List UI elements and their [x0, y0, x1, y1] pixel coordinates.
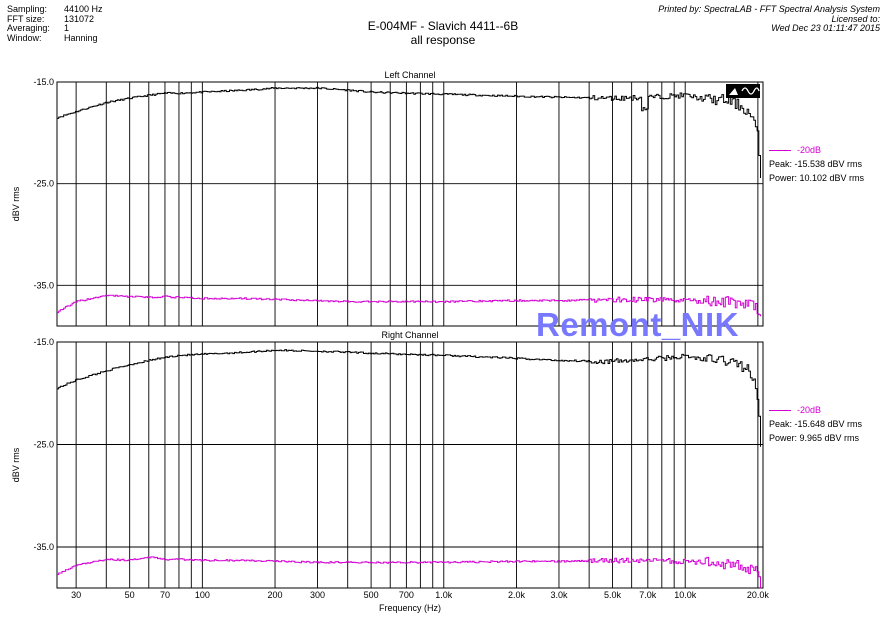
- licensed-to: Licensed to:: [831, 13, 880, 24]
- plot-frame: [56, 341, 764, 589]
- y-tick-label: -15.0: [33, 77, 54, 87]
- legend-label: -20dB: [797, 145, 822, 155]
- response-curve: [57, 349, 761, 447]
- x-tick-label: 500: [364, 590, 379, 600]
- left-channel-stats: -20dB Peak: -15.538 dBV rms Power: 10.10…: [769, 143, 864, 185]
- watermark: Remont_NIK: [536, 306, 740, 343]
- sampling-label: Sampling:: [7, 4, 48, 14]
- waveform-icon: [729, 87, 760, 95]
- x-tick-label: 1.0k: [435, 590, 453, 600]
- legend-swatch: [769, 149, 791, 151]
- measurement-settings: Sampling: 44100 Hz FFT size: 131072 Averag…: [7, 4, 103, 43]
- x-axis-label: Frequency (Hz): [379, 603, 441, 613]
- x-tick-label: 50: [125, 590, 135, 600]
- window-label: Window:: [7, 32, 42, 43]
- plot-frame: [56, 81, 764, 327]
- x-tick-label: 10.0k: [674, 590, 697, 600]
- reference-curve: [57, 556, 761, 589]
- peak-readout: Peak: -15.648 dBV rms: [769, 419, 863, 429]
- peak-readout: Peak: -15.538 dBV rms: [769, 159, 863, 169]
- fft-size-label: FFT size:: [7, 13, 45, 24]
- panel-title: Left Channel: [384, 70, 435, 80]
- averaging-label: Averaging:: [7, 23, 50, 34]
- chart-title-block: E-004MF - Slavich 4411--6B all response: [343, 19, 543, 47]
- sampling-value: 44100 Hz: [64, 4, 103, 14]
- x-tick-label: 700: [399, 590, 414, 600]
- chart-title: E-004MF - Slavich 4411--6B: [367, 19, 519, 33]
- legend-item: -20dB: [769, 143, 864, 157]
- averaging-value: 1: [64, 23, 70, 34]
- print-info: Printed by: SpectraLAB - FFT Spectral An…: [658, 4, 880, 34]
- legend-swatch: [769, 409, 791, 411]
- x-tick-label: 5.0k: [604, 590, 622, 600]
- printed-by: Printed by: SpectraLAB - FFT Spectral An…: [658, 4, 880, 14]
- y-axis-label: dBV rms: [11, 186, 21, 221]
- x-tick-label: 2.0k: [508, 590, 526, 600]
- x-tick-label: 100: [195, 590, 210, 600]
- x-tick-label: 70: [160, 590, 170, 600]
- y-tick-label: -15.0: [33, 337, 54, 347]
- panel-title: Right Channel: [381, 330, 438, 340]
- y-tick-label: -25.0: [33, 440, 54, 450]
- x-tick-label: 200: [268, 590, 283, 600]
- power-readout: Power: 9.965 dBV rms: [769, 433, 860, 443]
- x-tick-label: 300: [310, 590, 325, 600]
- x-tick-label: 7.0k: [639, 590, 657, 600]
- chart-subtitle: all response: [410, 33, 476, 47]
- y-tick-label: -35.0: [33, 280, 54, 290]
- fft-size-value: 131072: [64, 13, 95, 24]
- print-date: Wed Dec 23 01:11:47 2015: [771, 23, 880, 34]
- x-tick-label: 3.0k: [550, 590, 568, 600]
- legend-item: -20dB: [769, 403, 862, 417]
- x-tick-label: 20.0k: [747, 590, 770, 600]
- y-axis-label: dBV rms: [11, 447, 21, 482]
- reference-curve: [57, 294, 761, 317]
- x-tick-label: 30: [71, 590, 81, 600]
- spectralab-logo: [726, 84, 760, 98]
- legend-label: -20dB: [797, 405, 822, 415]
- y-tick-label: -25.0: [33, 179, 54, 189]
- power-readout: Power: 10.102 dBV rms: [769, 173, 865, 183]
- window-value: Hanning: [64, 32, 98, 43]
- y-tick-label: -35.0: [33, 542, 54, 552]
- right-channel-stats: -20dB Peak: -15.648 dBV rms Power: 9.965…: [769, 403, 862, 445]
- response-curve: [57, 86, 761, 178]
